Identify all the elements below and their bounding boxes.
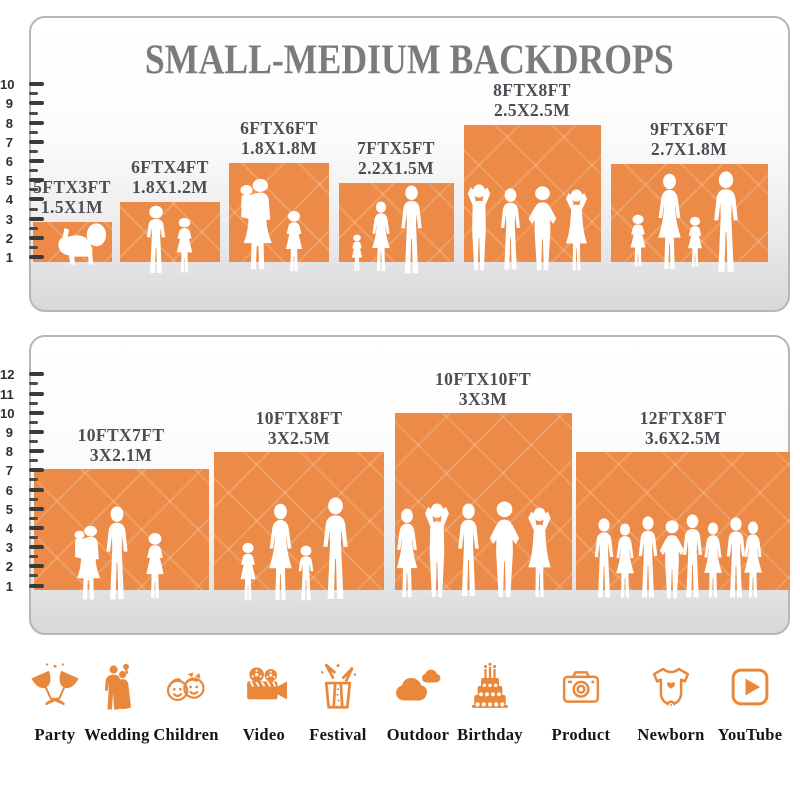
category-label: Product: [551, 725, 611, 744]
category-label: Birthday: [457, 725, 523, 744]
bar-size-label: 10FTX7FT 3X2.1M: [77, 425, 165, 465]
category-birthday: Birthday: [448, 660, 532, 745]
category-video: Video: [222, 660, 306, 745]
backdrop-bar-10x7ft: [34, 469, 209, 590]
ruler-number: 7: [5, 134, 13, 150]
page-title: SMALL-MEDIUM BACKDROPS: [145, 36, 674, 84]
gift-box-icon: [321, 663, 357, 709]
category-product: Product: [539, 660, 623, 745]
category-label: Newborn: [637, 725, 705, 744]
bar-size-label: 7FTX5FT 2.2X1.5M: [357, 138, 435, 178]
category-label: Outdoor: [386, 725, 450, 744]
ruler-number: 2: [5, 559, 13, 575]
bar-size-label: 9FTX6FT 2.7X1.8M: [650, 119, 728, 159]
category-party: Party: [13, 660, 97, 745]
backdrop-bar-7x5ft: [339, 183, 454, 262]
category-label: Wedding: [84, 725, 150, 744]
ruler-number: 9: [5, 96, 13, 112]
party-glasses-icon: [31, 663, 79, 706]
category-label: YouTube: [717, 725, 783, 744]
photo-camera-icon: [562, 671, 600, 703]
ruler-number: 10: [0, 405, 15, 421]
bar-size-label: 10FTX8FT 3X2.5M: [255, 408, 343, 448]
bar-size-label: 6FTX4FT 1.8X1.2M: [131, 157, 209, 197]
ruler-number: 1: [5, 578, 13, 594]
bar-size-label: 12FTX8FT 3.6X2.5M: [639, 408, 727, 448]
ruler-number: 6: [5, 154, 13, 169]
birthday-cake-icon: [472, 662, 508, 708]
backdrop-bar-10x8ft: [214, 452, 384, 590]
small-backdrops-panel: SMALL-MEDIUM BACKDROPS 5FTX3FT 1.5X1M 6FT…: [29, 16, 790, 312]
category-label: Video: [242, 725, 286, 744]
children-faces-icon: [166, 672, 205, 702]
ruler-number: 8: [5, 115, 13, 131]
ruler-number: 9: [5, 424, 13, 440]
category-label: Children: [153, 725, 219, 744]
category-youtube: YouTube: [708, 660, 792, 745]
ruler-number: 10: [0, 77, 15, 93]
medium-backdrops-panel: 10FTX7FT 3X2.1M 10FTX8FT 3X2.5M 10FTX10FT 3…: [29, 335, 790, 635]
backdrop-bar-6x4ft: [120, 202, 220, 262]
ruler-number: 11: [0, 386, 14, 402]
category-newborn: Newborn: [629, 660, 713, 745]
ruler-number: 8: [5, 444, 13, 460]
ruler-number: 6: [5, 482, 13, 498]
ruler-number: 1: [5, 250, 13, 265]
bar-size-label: 10FTX10FT 3X3M: [435, 369, 531, 409]
ruler-number: 7: [5, 463, 13, 479]
clouds-icon: [396, 669, 441, 701]
ruler-number: 12: [0, 367, 15, 383]
category-label: Party: [34, 725, 76, 744]
wedding-couple-icon: [104, 663, 132, 710]
ruler-number: 2: [5, 230, 13, 246]
bar-size-label: 5FTX3FT 1.5X1M: [33, 177, 111, 217]
video-camera-icon: [247, 667, 288, 700]
category-festival: Festival: [296, 660, 380, 745]
ruler-number: 3: [5, 540, 13, 556]
backdrop-bar-10x10ft: [395, 413, 572, 590]
backdrop-bar-8x8ft: [464, 125, 601, 262]
ruler-number: 5: [5, 501, 13, 517]
baby-onesie-icon: [652, 667, 690, 707]
bar-size-label: 6FTX6FT 1.8X1.8M: [240, 118, 318, 158]
bar-size-label: 8FTX8FT 2.5X2.5M: [493, 80, 571, 120]
category-outdoor: Outdoor: [376, 660, 460, 745]
category-wedding: Wedding: [75, 660, 159, 745]
backdrop-bar-5x3ft: [33, 222, 112, 262]
category-label: Festival: [309, 725, 367, 744]
ruler-number: 4: [5, 520, 13, 536]
backdrop-bar-12x8ft: [576, 452, 790, 590]
play-button-icon: [731, 668, 769, 706]
category-children: Children: [144, 660, 228, 745]
backdrop-bar-9x6ft: [611, 164, 768, 262]
